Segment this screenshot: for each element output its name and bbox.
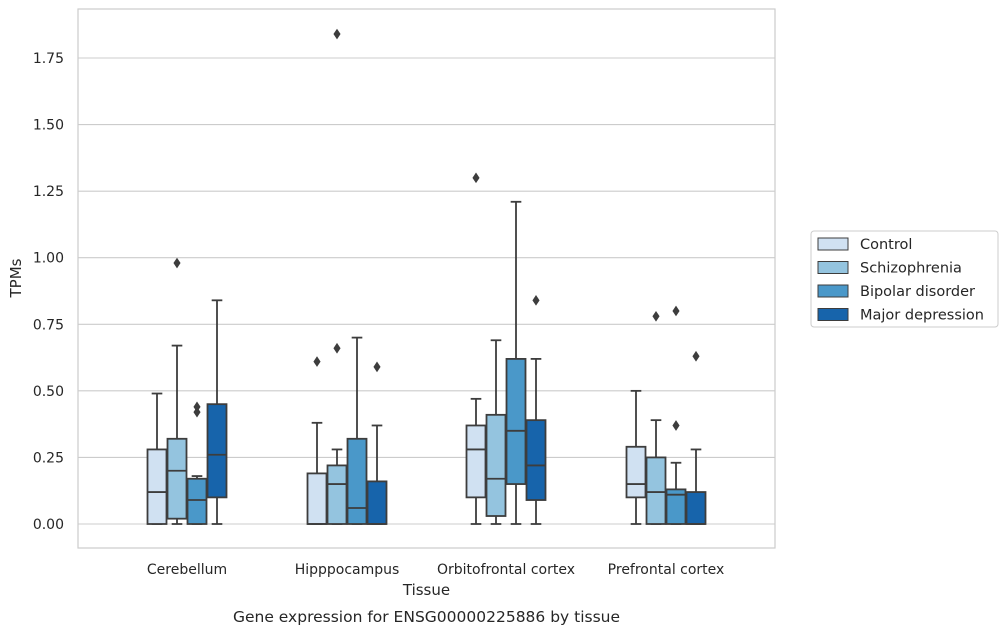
box-body bbox=[485, 413, 507, 517]
box-3-1 bbox=[645, 310, 667, 525]
chart-caption: Gene expression for ENSG00000225886 by t… bbox=[233, 608, 620, 626]
outlier-point bbox=[672, 305, 680, 317]
outlier-point bbox=[672, 420, 680, 431]
legend-swatch bbox=[817, 284, 849, 298]
box-0-0 bbox=[146, 392, 168, 525]
box-2-0 bbox=[465, 172, 487, 525]
legend-swatch bbox=[817, 308, 849, 321]
x-tick-label: Cerebellum bbox=[147, 562, 227, 578]
box-body bbox=[326, 464, 348, 525]
y-tick-label: 1.25 bbox=[33, 184, 64, 200]
box-body bbox=[346, 437, 368, 525]
outlier-point bbox=[333, 28, 341, 40]
y-tick-label: 0.25 bbox=[33, 450, 64, 466]
legend-swatch bbox=[817, 261, 849, 274]
box-2-3 bbox=[525, 294, 547, 525]
box-body bbox=[206, 403, 228, 499]
y-tick-label: 1.00 bbox=[33, 251, 64, 267]
legend-frame bbox=[810, 230, 999, 328]
legend-swatch bbox=[817, 237, 849, 251]
outlier-point bbox=[313, 356, 321, 367]
box-0-1 bbox=[166, 257, 188, 525]
y-tick-label: 0.50 bbox=[33, 384, 64, 400]
box-1-2 bbox=[346, 336, 368, 525]
box-1-1 bbox=[326, 28, 348, 525]
box-body bbox=[525, 419, 547, 501]
box-body bbox=[505, 358, 527, 485]
box-body bbox=[645, 456, 667, 525]
x-tick-label: Hipppocampus bbox=[295, 562, 400, 578]
legend-label: Major depression bbox=[860, 308, 984, 324]
y-tick-label: 0.00 bbox=[33, 517, 64, 533]
x-axis-ticks: Cerebellum Hipppocampus Orbitofrontal cort… bbox=[147, 562, 724, 578]
box-body bbox=[186, 477, 208, 525]
x-axis-label: Tissue bbox=[402, 581, 450, 599]
outlier-point bbox=[472, 172, 480, 184]
box-body bbox=[625, 445, 647, 499]
grid-lines bbox=[78, 57, 775, 525]
outlier-point bbox=[692, 350, 700, 362]
box-body bbox=[166, 437, 188, 520]
x-tick-label: Orbitofrontal cortex bbox=[437, 562, 575, 578]
outlier-point bbox=[193, 401, 201, 413]
box-body bbox=[366, 480, 388, 525]
y-axis-ticks: 0.00 0.25 0.50 0.75 1.00 1.25 1.50 1.75 bbox=[33, 51, 64, 533]
outlier-point bbox=[373, 361, 381, 373]
box-body bbox=[665, 488, 687, 525]
outlier-point bbox=[333, 342, 341, 354]
legend-label: Control bbox=[860, 237, 912, 253]
y-tick-label: 1.50 bbox=[33, 118, 64, 134]
box-3-0 bbox=[625, 389, 647, 525]
box-2-2 bbox=[505, 200, 527, 525]
outlier-point bbox=[173, 257, 181, 269]
box-0-3 bbox=[206, 299, 228, 525]
y-tick-label: 0.75 bbox=[33, 317, 64, 333]
outlier-point bbox=[652, 310, 660, 322]
box-3-3 bbox=[685, 350, 707, 525]
box-1-3 bbox=[366, 361, 388, 525]
plot-frame bbox=[77, 8, 776, 549]
box-body bbox=[465, 424, 487, 499]
box-body bbox=[146, 448, 168, 525]
y-tick-label: 1.75 bbox=[33, 51, 64, 67]
legend-label: Schizophrenia bbox=[860, 261, 962, 277]
boxplot-marks bbox=[146, 28, 707, 525]
outlier-point bbox=[532, 294, 540, 306]
box-3-2 bbox=[665, 305, 687, 525]
x-tick-label: Prefrontal cortex bbox=[608, 562, 725, 578]
box-body bbox=[306, 472, 328, 525]
box-2-1 bbox=[485, 339, 507, 525]
box-body bbox=[685, 491, 707, 525]
legend-label: Bipolar disorder bbox=[860, 284, 975, 300]
box-0-2 bbox=[186, 401, 208, 525]
box-1-0 bbox=[306, 356, 328, 525]
legend: Control Schizophrenia Bipolar disorder Majo… bbox=[810, 230, 999, 328]
y-axis-label: TPMs bbox=[7, 258, 25, 298]
